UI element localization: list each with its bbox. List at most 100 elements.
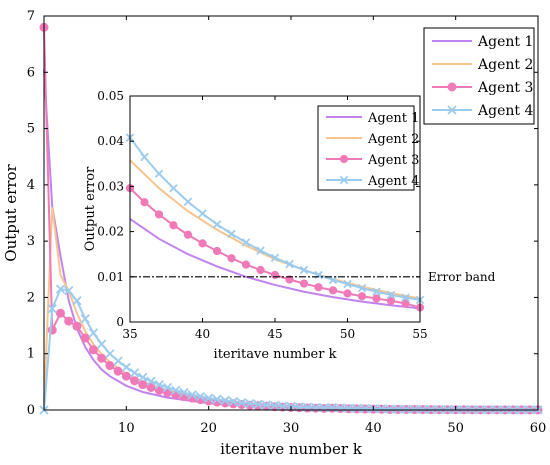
main-series-4-point-17 xyxy=(171,385,181,395)
main-y-tick-label-1: 0 xyxy=(27,403,35,418)
main-series-4-point-18 xyxy=(179,387,189,398)
main-series-4-point-30 xyxy=(278,401,288,411)
inset-series-4-point-13 xyxy=(299,265,309,275)
main-series-3-point-3 xyxy=(55,308,65,318)
main-x-tick-label-4: 40 xyxy=(365,421,382,436)
main-series-4-point-13 xyxy=(138,372,148,382)
main-series-4-point-42 xyxy=(376,404,387,414)
main-series-4-point-21 xyxy=(204,393,214,403)
main-y-tick-label-6: 5 xyxy=(27,122,35,137)
inset-series-4-point-5 xyxy=(183,197,193,207)
main-series-4-point-5 xyxy=(72,296,82,306)
main-series-4-point-14 xyxy=(146,376,156,386)
inset-series-3-point-18 xyxy=(372,294,381,303)
inset-y-tick-label-1: 0 xyxy=(116,315,124,329)
inset-series-4-point-17 xyxy=(357,283,367,293)
main-series-4-point-4 xyxy=(64,286,74,296)
main-legend-item-4-marker xyxy=(447,105,457,115)
main-x-tick-label-6: 60 xyxy=(530,421,547,436)
main-series-4-point-20 xyxy=(195,391,206,402)
inset-series-3-point-4 xyxy=(169,221,178,230)
main-series-4-point-25 xyxy=(236,398,247,408)
inset-y-axis-label: Output error xyxy=(83,166,98,251)
main-legend-item-4-label: Agent 4 xyxy=(477,103,533,119)
inset-error-band-label: Error band xyxy=(428,270,496,284)
main-series-3-point-14 xyxy=(146,382,156,392)
main-series-4-point-29 xyxy=(269,400,280,411)
main-series-4-point-11 xyxy=(121,362,131,372)
main-series-4-point-22 xyxy=(212,394,222,404)
inset-legend-item-4-label: Agent 4 xyxy=(367,174,419,189)
inset-series-3-point-14 xyxy=(314,283,323,292)
inset-x-tick-label-3: 45 xyxy=(267,327,282,341)
inset-series-4-point-18 xyxy=(372,287,381,296)
inset-series-4-point-12 xyxy=(285,259,294,269)
inset-series-4-point-7 xyxy=(212,220,222,229)
main-series-4-point-3 xyxy=(55,284,66,294)
main-series-4-point-15 xyxy=(154,380,164,390)
main-legend-item-3-label: Agent 3 xyxy=(477,80,533,96)
inset-x-tick-label-1: 35 xyxy=(122,327,137,341)
main-series-4-point-12 xyxy=(129,368,140,378)
main-series-3-point-15 xyxy=(154,385,164,395)
main-series-3-point-9 xyxy=(105,361,115,371)
inset-series-3-point-9 xyxy=(241,260,251,269)
main-series-4-point-37 xyxy=(335,403,346,413)
inset-series-4-point-16 xyxy=(343,279,352,289)
inset-series-4-point-6 xyxy=(198,209,207,218)
main-y-tick-label-5: 4 xyxy=(27,178,35,193)
main-series-4-point-2 xyxy=(47,304,57,314)
main-series-3-point-28 xyxy=(261,401,271,411)
inset-series-3-point-5 xyxy=(183,230,193,239)
main-legend-item-2-label: Agent 2 xyxy=(477,57,533,73)
inset-series-3-point-19 xyxy=(386,296,396,305)
main-series-3-point-5 xyxy=(72,321,82,331)
main-series-3-point-27 xyxy=(253,401,263,411)
main-series-4-point-16 xyxy=(162,382,173,393)
main-series-3-point-7 xyxy=(88,345,98,355)
main-legend-box xyxy=(423,27,535,125)
main-y-tick-label-3: 2 xyxy=(27,290,35,305)
inset-series-3-point-8 xyxy=(227,254,236,263)
main-series-4-point-39 xyxy=(352,403,362,414)
inset-legend-item-3-label: Agent 3 xyxy=(367,153,419,168)
main-series-4-point-40 xyxy=(360,403,370,414)
inset-series-4-point-8 xyxy=(227,229,236,239)
main-y-tick-label-4: 3 xyxy=(27,234,35,249)
inset-series-4-point-9 xyxy=(241,238,251,247)
main-series-4-point-49 xyxy=(434,404,444,415)
inset-series-3-point-3 xyxy=(154,210,164,219)
inset-series-3-point-13 xyxy=(299,279,309,288)
inset-series-2-line xyxy=(129,159,421,300)
inset-y-tick-label-6: 0.05 xyxy=(97,89,124,103)
inset-series-4-point-3 xyxy=(154,169,164,178)
main-x-tick-label-1: 10 xyxy=(118,421,135,436)
main-series-4-point-38 xyxy=(343,403,354,413)
main-legend-item-3-marker xyxy=(447,82,457,92)
inset-series-3-point-10 xyxy=(256,265,265,275)
main-series-3-point-4 xyxy=(64,316,74,326)
inset-series-4-point-10 xyxy=(256,246,265,255)
inset-legend-item-3-marker xyxy=(339,154,349,164)
inset-series-4-point-11 xyxy=(270,253,280,263)
main-series-4-point-28 xyxy=(261,400,271,410)
inset-series-3-point-20 xyxy=(401,299,410,308)
main-series-4-point-24 xyxy=(228,396,239,407)
main-series-4-point-44 xyxy=(393,404,403,414)
inset-legend-item-1-label: Agent 1 xyxy=(367,111,419,126)
main-series-3-point-10 xyxy=(113,366,123,376)
main-y-tick-label-7: 6 xyxy=(27,65,35,80)
main-y-axis-label: Output error xyxy=(2,163,20,261)
main-series-4-point-9 xyxy=(105,349,115,359)
inset-series-3-point-6 xyxy=(198,239,207,248)
inset-x-tick-label-2: 40 xyxy=(195,327,210,341)
inset-legend-item-2-label: Agent 2 xyxy=(367,132,419,147)
main-series-3-point-8 xyxy=(97,353,107,363)
inset-series-1-line xyxy=(129,218,421,310)
inset-y-tick-label-2: 0.01 xyxy=(97,270,124,284)
main-series-4-point-10 xyxy=(113,356,123,366)
main-series-4-point-19 xyxy=(187,390,197,400)
main-series-4-point-27 xyxy=(253,399,263,410)
